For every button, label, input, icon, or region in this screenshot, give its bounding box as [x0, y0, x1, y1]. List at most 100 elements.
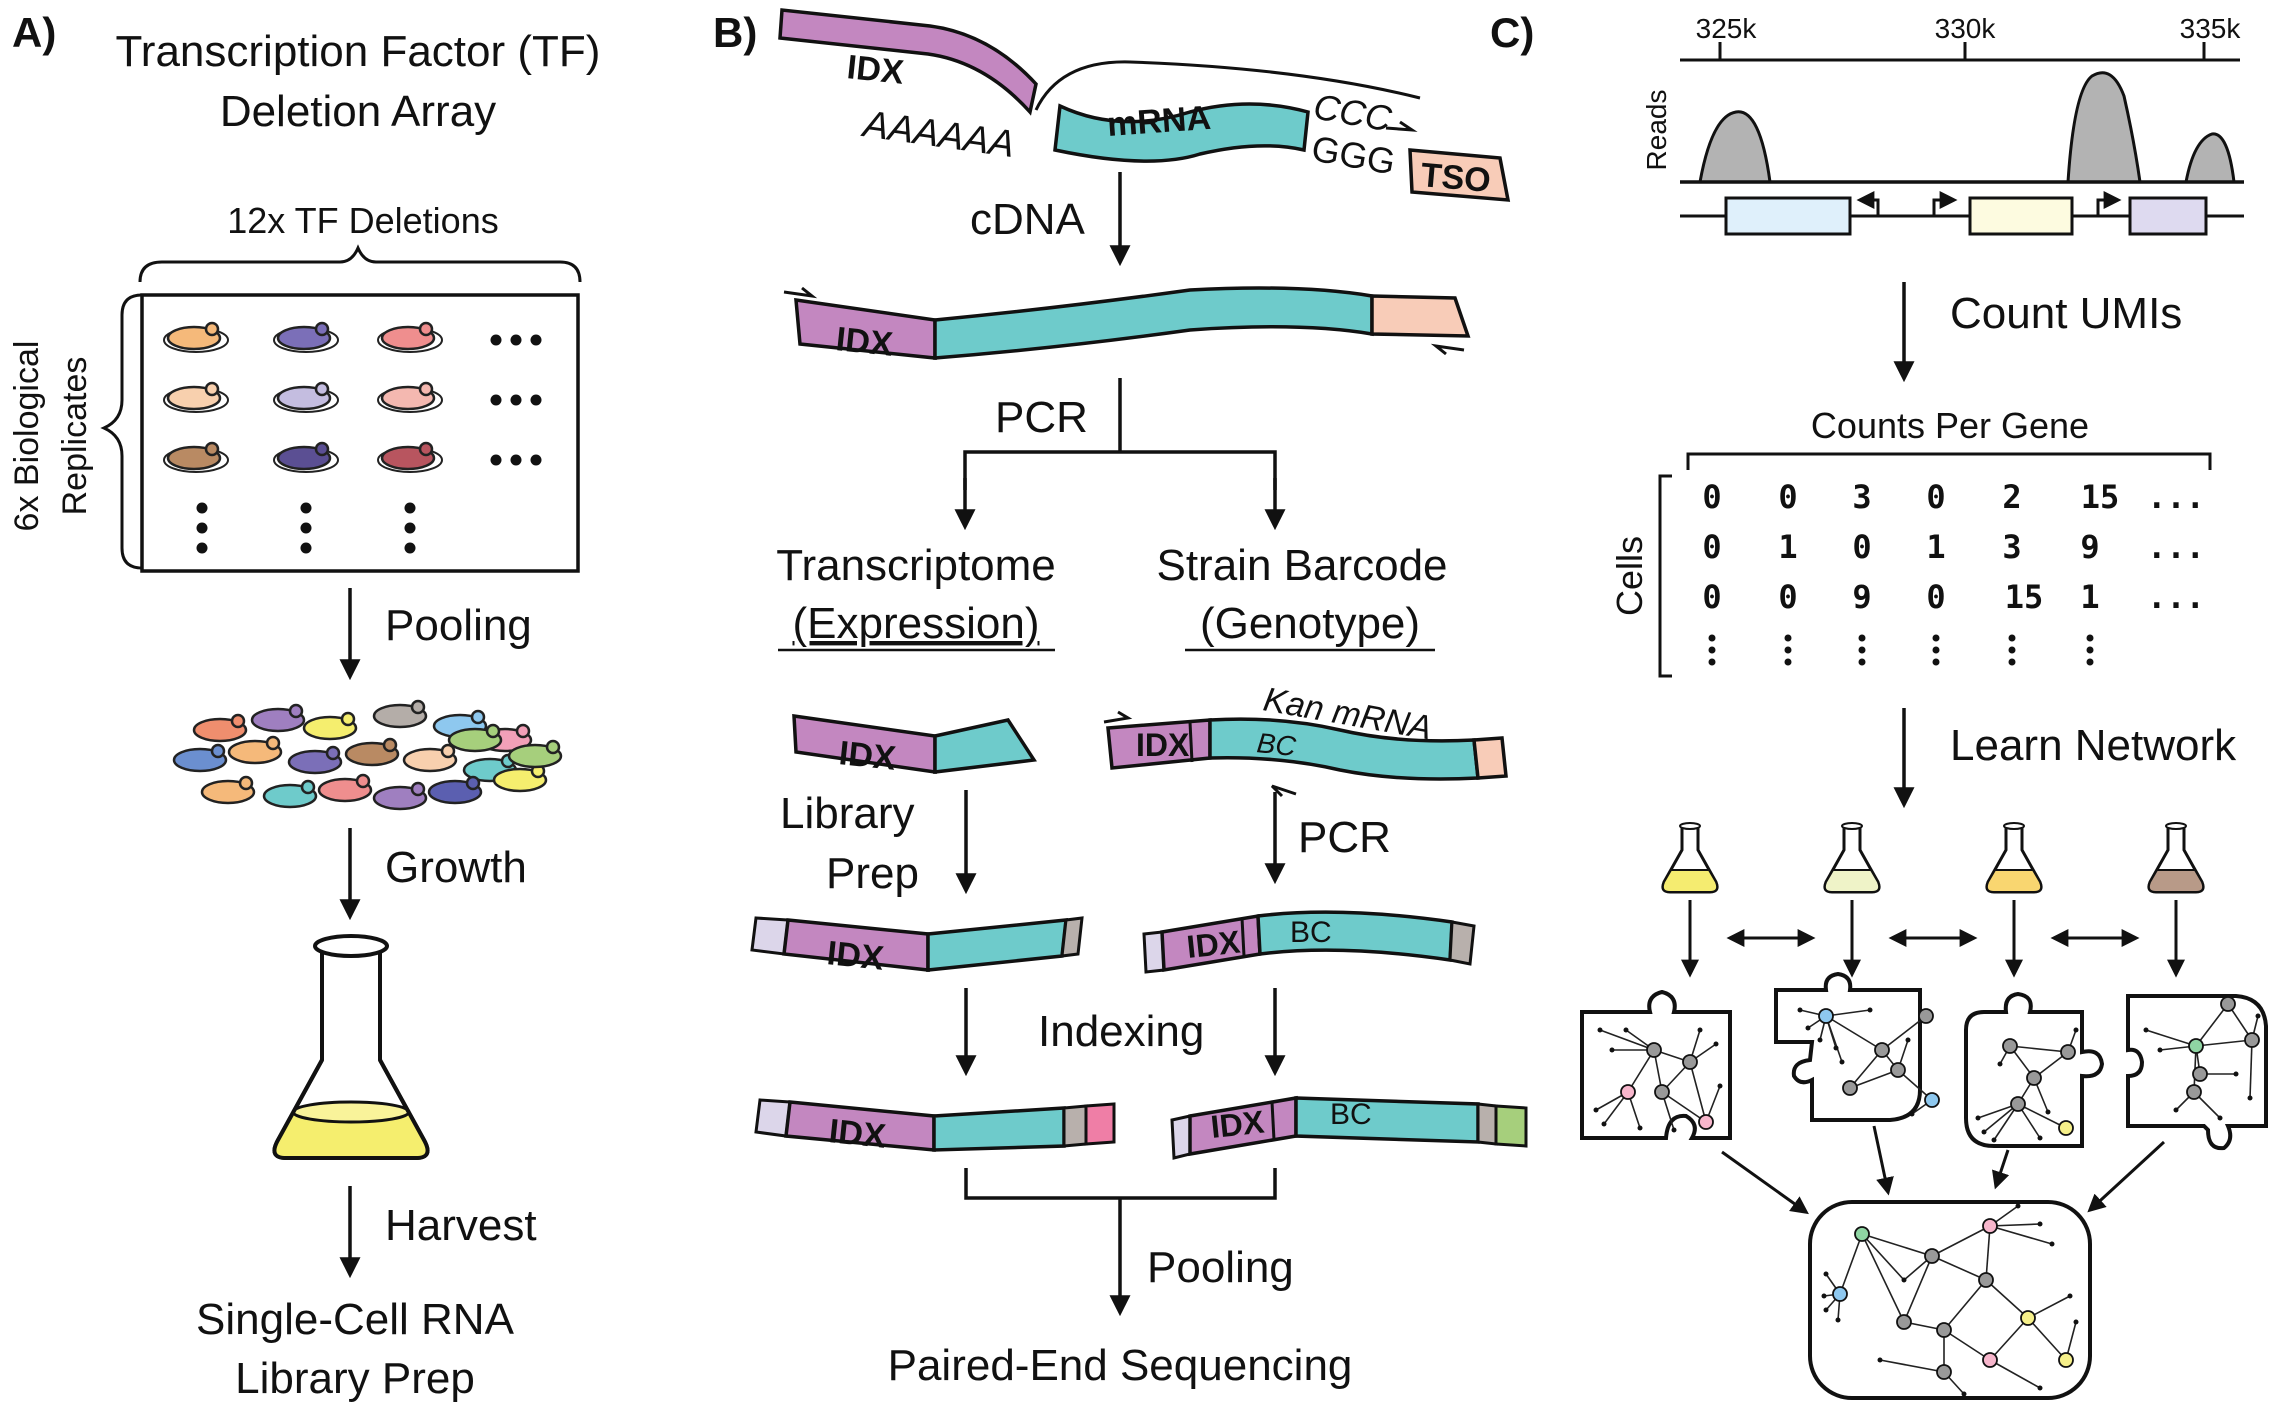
final-a-2: Library Prep — [235, 1354, 475, 1403]
network-leaf — [1817, 1037, 1823, 1043]
network-edge — [2017, 1103, 2067, 1129]
network-leaf — [1833, 1045, 1839, 1051]
network-edge — [1825, 1015, 1843, 1063]
promoter-arrow-2 — [1932, 191, 1958, 216]
matrix-top-bracket — [1686, 452, 2212, 470]
network-edge — [2249, 1039, 2253, 1099]
network-leaf — [2049, 1241, 2055, 1247]
well-r2c3 — [377, 381, 443, 413]
mrna-segment — [1053, 102, 1310, 163]
network-node — [1936, 1364, 1952, 1380]
network-edge — [1989, 1317, 2029, 1361]
gene-box-3 — [2128, 196, 2208, 236]
matrix-cell: 1 — [2080, 578, 2099, 616]
network-node — [2186, 1084, 2202, 1100]
network-node — [1646, 1042, 1662, 1058]
network-leaf — [1877, 1357, 1883, 1363]
network-edge — [1627, 1049, 1655, 1093]
matrix-cell: 9 — [1852, 578, 1871, 616]
frag-idx-label: IDX — [837, 734, 898, 778]
final-b: Paired-End Sequencing — [888, 1341, 1353, 1390]
network-node — [1982, 1352, 1998, 1368]
pooled-cells — [172, 699, 563, 811]
count-matrix: 0 0 3 0 2 15 ... 0 1 0 1 3 9 ... 0 0 9 0… — [1702, 478, 2205, 616]
barcode-bc-label: BC — [1255, 727, 1298, 762]
network-node — [1918, 1008, 1934, 1024]
network-edge — [1849, 1049, 1883, 1089]
culture-flask — [272, 934, 430, 1160]
step-harvest: Harvest — [385, 1201, 537, 1250]
indexed-bc-label: BC — [1330, 1098, 1372, 1131]
brace-top-label: 12x TF Deletions — [227, 200, 498, 241]
network-leaf — [1593, 1107, 1599, 1113]
network-node — [2010, 1096, 2026, 1112]
step-growth: Growth — [385, 843, 527, 892]
panel-b: B) IDX AAAAAA mRNA CCC GGG TSO cDNA IDX … — [713, 8, 1528, 1390]
network-node — [2020, 1310, 2036, 1326]
matrix-cell: 3 — [2002, 528, 2021, 566]
brace-left — [100, 293, 143, 570]
network-leaf — [2157, 1047, 2163, 1053]
network-leaf — [1821, 1293, 1827, 1299]
network-leaf — [1905, 1037, 1911, 1043]
network-node — [2026, 1070, 2042, 1086]
well-r1c2 — [273, 321, 339, 353]
matrix-cell: 15 — [2081, 478, 2120, 516]
network-edge — [2195, 1039, 2253, 1047]
step-indexing: Indexing — [1038, 1007, 1204, 1056]
matrix-cell: 0 — [1702, 478, 1721, 516]
well-r1c3 — [377, 321, 443, 353]
network-node — [2058, 1352, 2074, 1368]
matrix-cell: 0 — [1926, 578, 1945, 616]
matrix-cell: 2 — [2002, 478, 2021, 516]
network-leaf — [1713, 1041, 1719, 1047]
step-pcr2: PCR — [1298, 813, 1391, 862]
reads-label: Reads — [1641, 90, 1672, 171]
indexed-bc-idx-label: IDX — [1209, 1104, 1266, 1145]
idx-top-label: IDX — [845, 48, 906, 92]
well-r2c1 — [163, 381, 229, 413]
network-leaf — [2247, 1095, 2253, 1101]
matrix-title: Counts Per Gene — [1811, 405, 2089, 446]
network-edge — [1989, 1223, 2041, 1227]
network-edge — [1931, 1255, 1987, 1281]
pcr-branch — [963, 450, 1277, 490]
network-leaf — [2045, 1109, 2051, 1115]
network-leaf — [1823, 1307, 1829, 1313]
network-edge — [2009, 1045, 2069, 1053]
network-leaf — [1991, 1137, 1997, 1143]
network-edge — [1985, 1225, 1991, 1281]
network-node — [1654, 1084, 1670, 1100]
step-count: Count UMIs — [1950, 289, 2182, 338]
network-leaf — [1823, 1271, 1829, 1277]
promoter-arrow-3 — [2096, 191, 2122, 216]
network-leaf — [2073, 1319, 2079, 1325]
network-edge — [1943, 1279, 1987, 1331]
library-molecule: IDX — [750, 916, 1084, 978]
brace-left-label-2: Replicates — [56, 357, 94, 516]
network-node — [2220, 996, 2236, 1012]
network-edge — [1839, 1233, 1863, 1295]
gene-box-2 — [1968, 196, 2074, 236]
network-leaf — [1867, 1007, 1873, 1013]
network-leaf — [1835, 1317, 1841, 1323]
plate-wells — [163, 321, 542, 554]
matrix-cell: 0 — [1702, 528, 1721, 566]
panel-a-title-2: Deletion Array — [220, 87, 496, 136]
panel-a: A) Transcription Factor (TF) Deletion Ar… — [8, 9, 600, 1403]
network-node — [1832, 1286, 1848, 1302]
amp-bc-label: BC — [1290, 916, 1332, 949]
network-edge — [2027, 1295, 2071, 1319]
well-r2c2 — [273, 381, 339, 413]
step-pcr: PCR — [995, 393, 1088, 442]
network-edge — [1989, 1225, 2053, 1245]
indexed-idx-label: IDX — [827, 1112, 888, 1156]
network-leaf — [2217, 1115, 2223, 1121]
network-leaf — [1909, 1111, 1915, 1117]
merged-network-frame — [1808, 1200, 2092, 1400]
network-node — [2188, 1038, 2204, 1054]
flask-arrows — [1681, 900, 2185, 978]
puzzle-piece-1 — [1580, 989, 1732, 1140]
matrix-cell: 3 — [1852, 478, 1871, 516]
network-node — [1890, 1062, 1906, 1078]
